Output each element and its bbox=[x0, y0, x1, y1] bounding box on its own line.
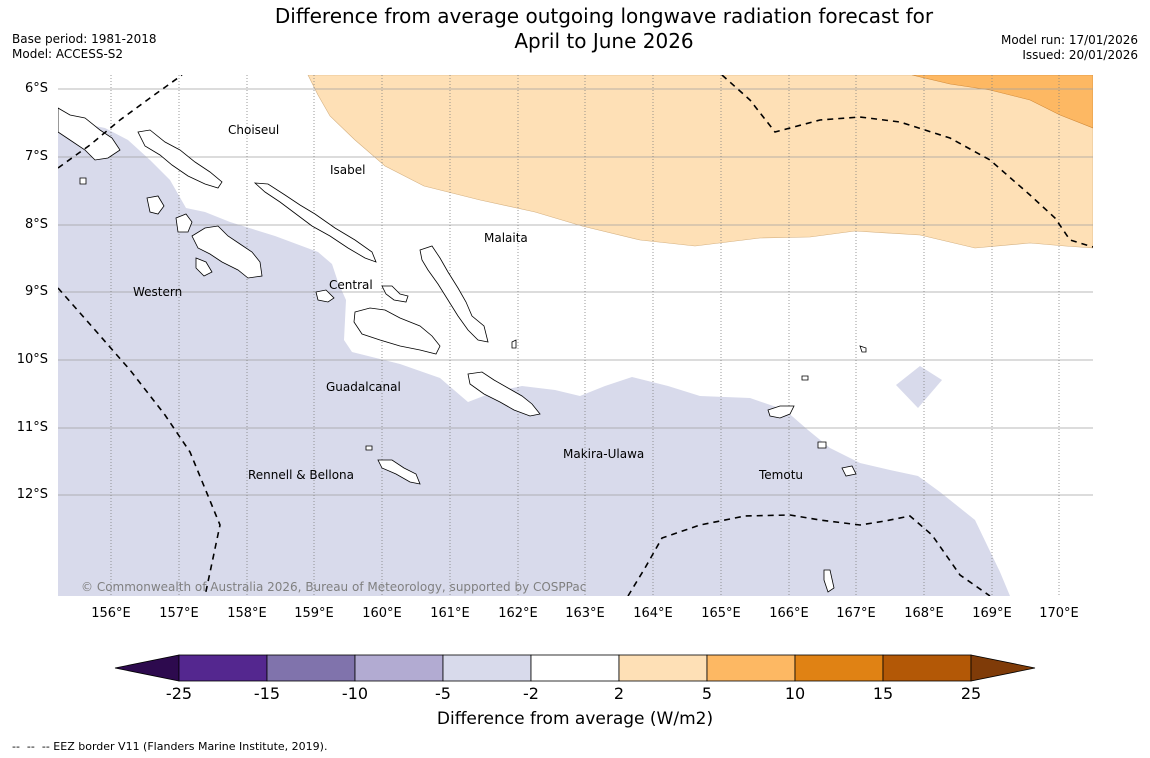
model-run: Model run: 17/01/2026 bbox=[1000, 33, 1138, 47]
chart-title: Difference from average outgoing longwav… bbox=[0, 4, 1150, 54]
lon-label-167e: 167°E bbox=[836, 606, 876, 621]
lat-label-8s: 8°S bbox=[24, 217, 48, 232]
lat-label-7s: 7°S bbox=[24, 149, 48, 164]
lat-label-9s: 9°S bbox=[24, 284, 48, 299]
island-new-georgia-group bbox=[191, 225, 263, 279]
colorbar-tick-2: 2 bbox=[613, 684, 625, 703]
lon-label-156e: 156°E bbox=[91, 606, 131, 621]
island-small-2 bbox=[801, 375, 809, 381]
colorbar-tick-15: 15 bbox=[872, 684, 894, 703]
colorbar-segment-6 bbox=[618, 654, 708, 682]
lat-label-10s: 10°S bbox=[16, 352, 48, 367]
lon-label-165e: 165°E bbox=[701, 606, 741, 621]
eez-legend-note: -- -- -- EEZ border V11 (Flanders Marine… bbox=[12, 740, 328, 753]
island-rendova bbox=[195, 257, 213, 277]
lon-label-166e: 166°E bbox=[769, 606, 809, 621]
eez-borders bbox=[58, 75, 1093, 596]
colorbar-tick-minus-25: -25 bbox=[165, 684, 193, 703]
island-choiseul bbox=[137, 129, 223, 189]
island-santa-cruz bbox=[767, 405, 795, 419]
coastlines bbox=[58, 107, 867, 593]
copyright-notice: © Commonwealth of Australia 2026, Bureau… bbox=[81, 580, 587, 594]
colorbar-segment-7 bbox=[706, 654, 796, 682]
lon-label-169e: 169°E bbox=[972, 606, 1012, 621]
colorbar-tick-25: 25 bbox=[960, 684, 982, 703]
island-santa-isabel bbox=[253, 182, 377, 263]
colorbar-tick-minus-5: -5 bbox=[435, 684, 451, 703]
island-vella-lavella bbox=[146, 195, 165, 215]
island-new-georgia bbox=[175, 213, 193, 233]
eez-border-north-west bbox=[58, 75, 183, 169]
eez-border-north-east bbox=[721, 75, 1093, 248]
meta-left: Base period: 1981-2018 Model: ACCESS-S2 bbox=[12, 32, 157, 62]
island-florida bbox=[315, 289, 335, 303]
colorbar-label: Difference from average (W/m2) bbox=[436, 709, 714, 729]
island-malaita bbox=[419, 245, 489, 343]
base-period: Base period: 1981-2018 bbox=[12, 32, 157, 46]
region-label-malaita: Malaita bbox=[484, 231, 528, 245]
lon-label-170e: 170°E bbox=[1039, 606, 1079, 621]
colorbar-tick-minus-15: -15 bbox=[253, 684, 281, 703]
anomaly-positive-strong-area bbox=[911, 75, 1093, 129]
title-line-2: April to June 2026 bbox=[514, 29, 694, 53]
anomaly-negative-area bbox=[58, 115, 1010, 596]
lon-label-168e: 168°E bbox=[904, 606, 944, 621]
eez-border-west bbox=[58, 287, 221, 596]
model-name: Model: ACCESS-S2 bbox=[12, 47, 124, 61]
colorbar-segment-3 bbox=[354, 654, 444, 682]
colorbar-extend-high bbox=[970, 654, 1036, 682]
colorbar-segment-5 bbox=[530, 654, 620, 682]
colorbar-extend-low bbox=[114, 654, 180, 682]
meta-right: Model run: 17/01/2026 Issued: 20/01/2026 bbox=[1001, 33, 1138, 63]
island-bellona bbox=[365, 445, 373, 451]
latitude-grid bbox=[58, 88, 1093, 496]
colorbar-segment-4 bbox=[442, 654, 532, 682]
island-bougainville bbox=[58, 107, 121, 161]
lon-label-159e: 159°E bbox=[294, 606, 334, 621]
colorbar-segment-2 bbox=[266, 654, 356, 682]
island-vanikoro bbox=[841, 465, 857, 477]
island-utupua bbox=[817, 441, 827, 449]
region-label-guadalcanal: Guadalcanal bbox=[326, 380, 401, 394]
lon-label-158e: 158°E bbox=[227, 606, 267, 621]
issued-date: Issued: 20/01/2026 bbox=[1022, 48, 1138, 62]
region-label-isabel: Isabel bbox=[330, 163, 366, 177]
island-small-5 bbox=[859, 345, 867, 353]
region-label-makira-ulawa: Makira-Ulawa bbox=[563, 447, 645, 461]
region-label-choiseul: Choiseul bbox=[228, 123, 280, 137]
lon-label-161e: 161°E bbox=[430, 606, 470, 621]
eez-border-south bbox=[627, 514, 991, 596]
lon-label-157e: 157°E bbox=[159, 606, 199, 621]
lat-label-11s: 11°S bbox=[16, 420, 48, 435]
lon-label-160e: 160°E bbox=[362, 606, 402, 621]
island-makira bbox=[467, 371, 541, 417]
title-line-1: Difference from average outgoing longwav… bbox=[274, 4, 934, 28]
colorbar-segment-1 bbox=[178, 654, 268, 682]
lat-label-6s: 6°S bbox=[24, 81, 48, 96]
island-small-1 bbox=[511, 339, 517, 349]
island-rennell bbox=[377, 459, 421, 485]
anomaly-positive-area bbox=[307, 75, 1093, 249]
island-russell bbox=[381, 285, 409, 303]
lon-label-164e: 164°E bbox=[633, 606, 673, 621]
island-small-4 bbox=[79, 177, 87, 185]
region-label-rennell-bellona: Rennell & Bellona bbox=[248, 468, 355, 482]
colorbar-tick-minus-2: -2 bbox=[523, 684, 539, 703]
region-label-temotu: Temotu bbox=[759, 468, 804, 482]
island-small-3 bbox=[823, 569, 835, 593]
colorbar-tick-5: 5 bbox=[701, 684, 713, 703]
region-label-western: Western bbox=[133, 285, 183, 299]
lat-label-12s: 12°S bbox=[16, 487, 48, 502]
colorbar-segment-9 bbox=[882, 654, 972, 682]
lon-label-163e: 163°E bbox=[565, 606, 605, 621]
colorbar-tick-minus-10: -10 bbox=[341, 684, 369, 703]
colorbar-segment-8 bbox=[794, 654, 884, 682]
lon-label-162e: 162°E bbox=[498, 606, 538, 621]
region-label-central: Central bbox=[329, 278, 373, 292]
island-guadalcanal bbox=[353, 307, 441, 355]
anomaly-negative-patch bbox=[896, 366, 942, 408]
colorbar-tick-10: 10 bbox=[784, 684, 806, 703]
